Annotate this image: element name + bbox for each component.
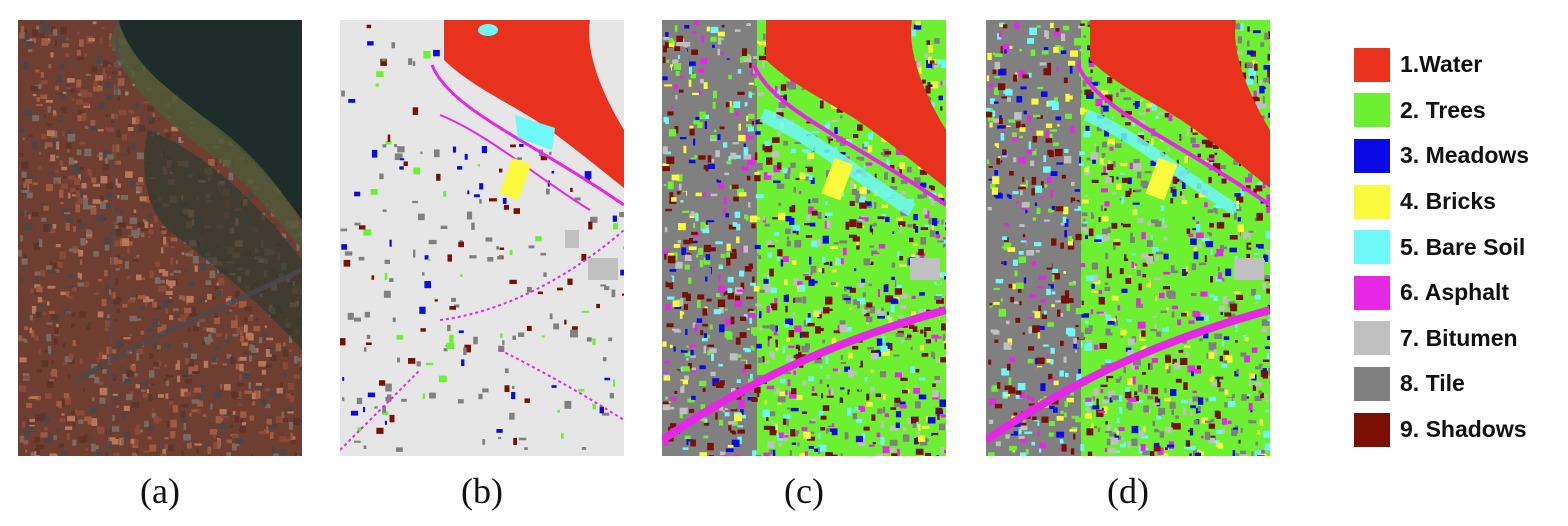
legend-swatch	[1354, 184, 1390, 219]
caption-a: (a)	[140, 471, 180, 511]
legend-swatch	[1354, 230, 1390, 265]
legend-label: 9. Shadows	[1400, 416, 1527, 443]
legend-item-meadows: 3. Meadows	[1354, 133, 1529, 179]
aerial-image-canvas	[18, 20, 302, 456]
caption-d: (d)	[1107, 471, 1149, 511]
legend-item-tile: 8. Tile	[1354, 361, 1529, 407]
class-legend: 1.Water 2. Trees 3. Meadows 4. Bricks 5.…	[1354, 42, 1529, 452]
caption-c: (c)	[784, 471, 824, 511]
legend-swatch	[1354, 321, 1390, 356]
classification-canvas-d	[986, 20, 1270, 456]
legend-swatch	[1354, 138, 1390, 173]
legend-label: 5. Bare Soil	[1400, 233, 1526, 260]
legend-item-trees: 2. Trees	[1354, 88, 1529, 134]
legend-swatch	[1354, 366, 1390, 401]
legend-swatch	[1354, 412, 1390, 447]
ground-truth-canvas	[340, 20, 624, 456]
legend-item-bricks: 4. Bricks	[1354, 179, 1529, 225]
legend-item-bare-soil: 5. Bare Soil	[1354, 224, 1529, 270]
legend-swatch	[1354, 47, 1390, 82]
legend-label: 1.Water	[1400, 51, 1483, 78]
legend-label: 7. Bitumen	[1400, 324, 1518, 351]
legend-item-shadows: 9. Shadows	[1354, 407, 1529, 453]
classification-canvas-c	[662, 20, 946, 456]
legend-item-bitumen: 7. Bitumen	[1354, 316, 1529, 362]
caption-b: (b)	[461, 471, 503, 511]
aerial-image	[18, 20, 302, 456]
classification-map-d	[986, 20, 1270, 456]
legend-swatch	[1354, 275, 1390, 310]
legend-label: 8. Tile	[1400, 370, 1465, 397]
legend-item-asphalt: 6. Asphalt	[1354, 270, 1529, 316]
legend-label: 2. Trees	[1400, 96, 1486, 123]
legend-label: 4. Bricks	[1400, 188, 1496, 215]
legend-label: 3. Meadows	[1400, 142, 1530, 169]
legend-swatch	[1354, 93, 1390, 128]
classification-map-c	[662, 20, 946, 456]
legend-item-water: 1.Water	[1354, 42, 1529, 88]
ground-truth-map	[340, 20, 624, 456]
legend-label: 6. Asphalt	[1400, 279, 1510, 306]
